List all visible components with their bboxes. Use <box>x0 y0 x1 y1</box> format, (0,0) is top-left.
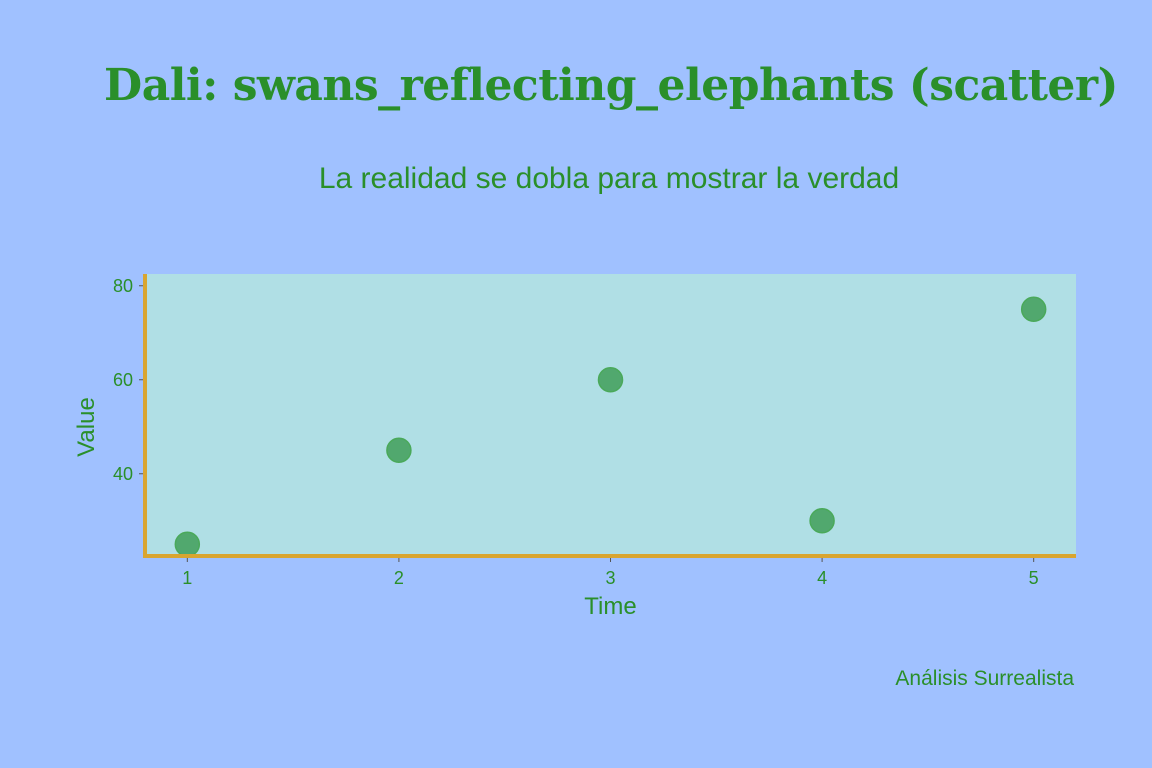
x-axis-title: Time <box>584 593 636 620</box>
x-tick-label: 2 <box>394 568 404 588</box>
source-note: Análisis Surrealista <box>895 667 1074 690</box>
x-axis-ticks: 1 2 3 4 5 <box>182 556 1039 588</box>
y-tick-label: 80 <box>113 276 133 296</box>
y-tick-label: 60 <box>113 370 133 390</box>
y-axis-title: Value <box>73 397 100 457</box>
x-tick-label: 3 <box>605 568 615 588</box>
x-tick-label: 1 <box>182 568 192 588</box>
x-tick-label: 4 <box>817 568 827 588</box>
y-tick-label: 40 <box>113 464 133 484</box>
plot-area <box>145 274 1076 556</box>
chart-title: Dali: swans_reflecting_elephants (scatte… <box>104 60 1118 111</box>
scatter-point <box>386 437 412 463</box>
data-points <box>174 296 1047 557</box>
y-axis-ticks: 40 60 80 <box>113 276 145 484</box>
x-tick-label: 5 <box>1029 568 1039 588</box>
chart-subtitle: La realidad se dobla para mostrar la ver… <box>318 162 900 195</box>
scatter-point <box>809 508 835 534</box>
scatter-point <box>174 531 201 557</box>
scatter-point <box>1020 296 1047 322</box>
scatter-point <box>597 367 624 393</box>
